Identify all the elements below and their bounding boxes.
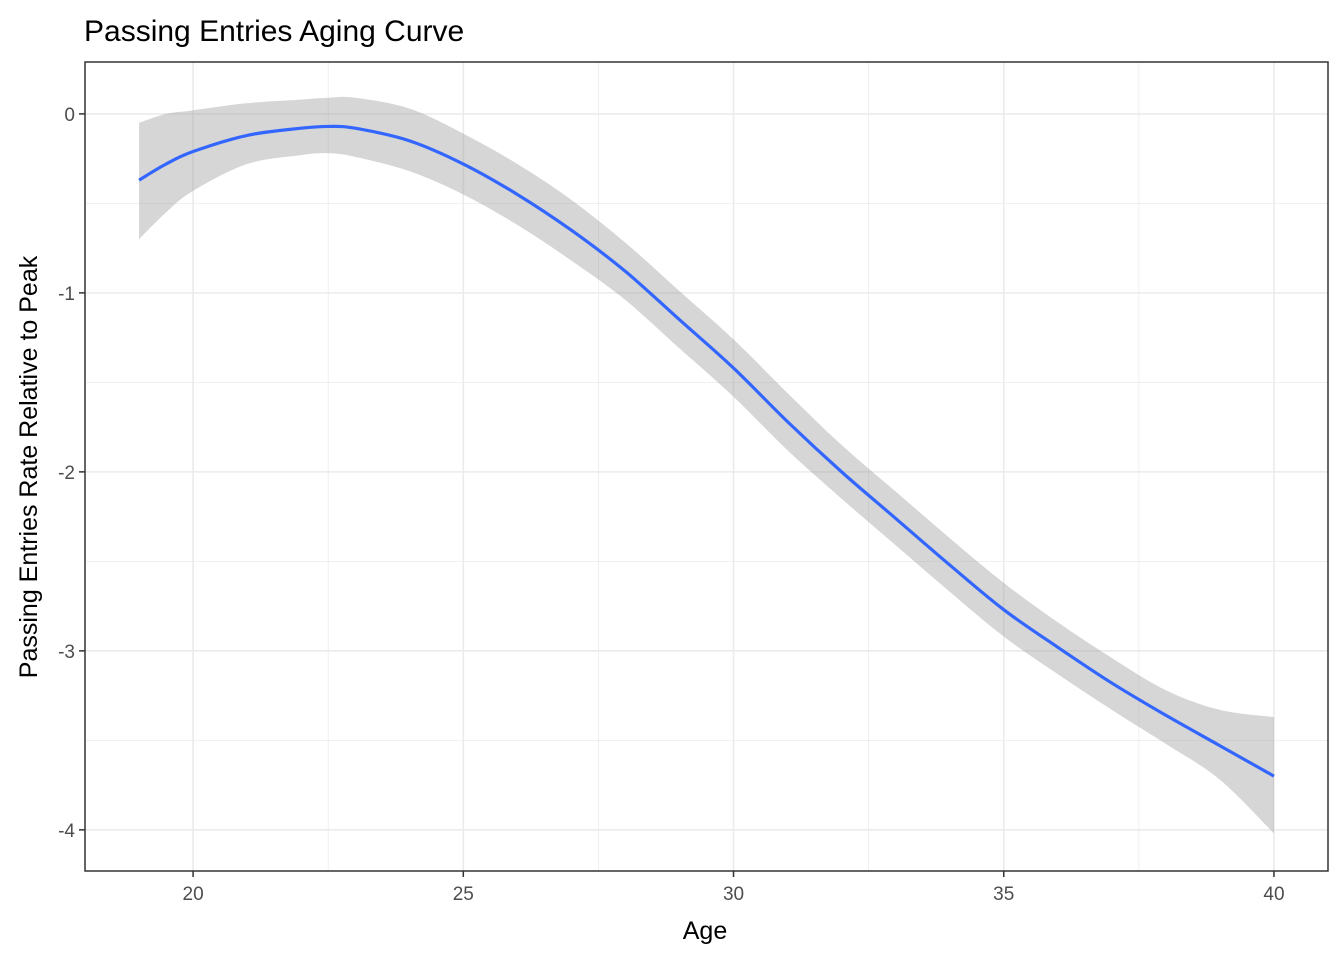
y-axis-title: Passing Entries Rate Relative to Peak [15,255,43,678]
x-tick-label: 35 [993,884,1014,905]
x-axis-ticks: 20 25 30 35 40 [183,871,1285,905]
trend-line [138,124,1275,778]
y-tick-label: 0 [64,105,75,126]
panel-border [84,61,1329,872]
x-tick-label: 30 [723,884,744,905]
chart-title: Passing Entries Aging Curve [84,15,464,48]
y-tick-label: -3 [58,642,75,663]
y-axis-ticks: 0 -1 -2 -3 -4 [58,105,85,842]
x-tick-label: 40 [1263,884,1284,905]
y-tick-label: -1 [58,284,75,305]
y-tick-label: -4 [58,821,75,842]
y-tick-label: -2 [58,463,75,484]
x-tick-label: 20 [183,884,204,905]
x-tick-label: 25 [453,884,474,905]
trend-line-layer [138,124,1275,778]
grid-lines [85,62,1328,871]
x-axis-title: Age [683,917,727,945]
